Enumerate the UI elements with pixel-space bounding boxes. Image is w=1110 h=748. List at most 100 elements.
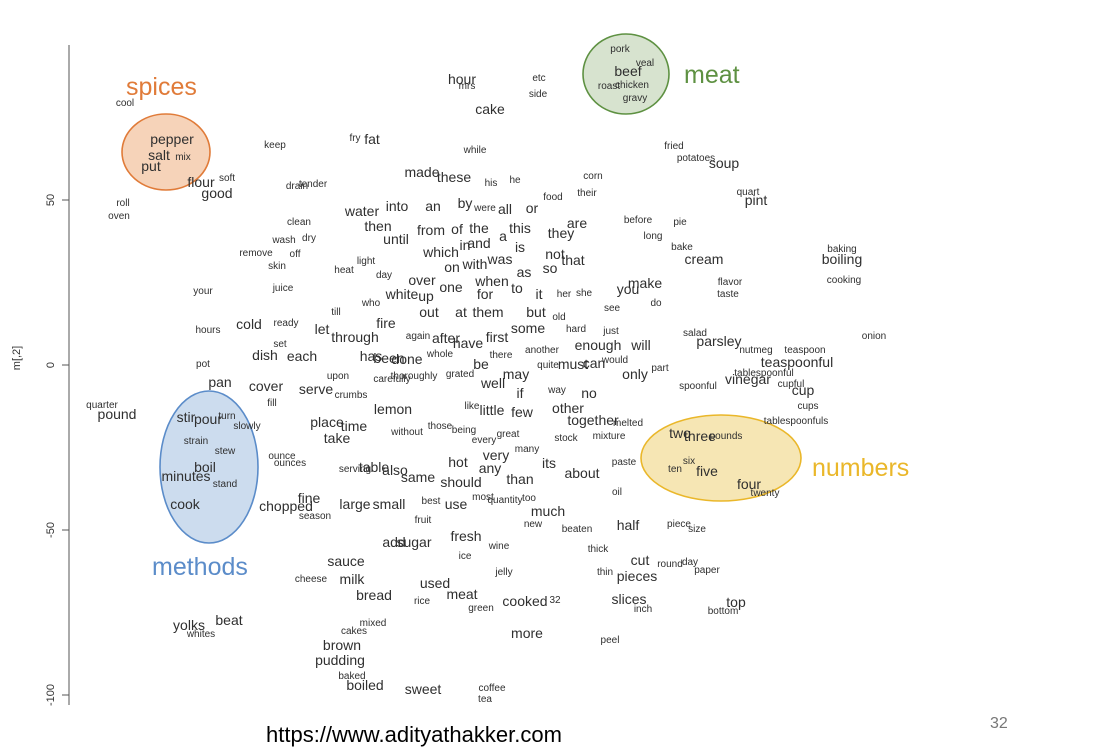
footer-url[interactable]: https://www.adityathakker.com (266, 722, 562, 747)
word-point-220: quantity (487, 495, 522, 506)
word-point-179: together (567, 412, 619, 428)
word-point-102: till (331, 307, 340, 318)
word-point-121: have (453, 335, 484, 351)
word-point-215: stand (213, 479, 237, 490)
word-point-268: whites (186, 629, 215, 640)
word-point-181: tablespoonfuls (764, 416, 829, 427)
word-point-38: oven (108, 211, 130, 222)
word-point-236: size (688, 524, 706, 535)
word-point-138: pot (196, 359, 210, 370)
word-point-239: sugar (396, 534, 431, 550)
word-point-5: cake (475, 101, 505, 117)
y-tick-label-minus-50: -50 (45, 522, 57, 538)
word-point-104: at (455, 304, 467, 320)
y-axis-label: m[,2] (11, 346, 23, 370)
word-point-72: skin (268, 261, 286, 272)
word-point-153: pan (208, 374, 231, 390)
word-point-274: boiled (346, 677, 383, 693)
word-point-19: while (463, 145, 487, 156)
word-point-14: mix (175, 152, 191, 163)
word-point-47: pie (673, 217, 687, 228)
word-point-172: cups (797, 401, 818, 412)
word-point-2: mrs (459, 81, 476, 92)
word-point-183: those (428, 421, 453, 432)
word-point-112: let (315, 321, 330, 337)
word-point-258: 32 (549, 595, 561, 606)
word-point-61: a (499, 228, 507, 244)
word-point-115: just (602, 326, 619, 337)
word-point-158: if (517, 385, 524, 401)
word-point-148: carefully (373, 374, 410, 385)
word-point-110: ready (273, 318, 298, 329)
word-point-6: pork (610, 44, 630, 55)
cluster-label-spices: spices (126, 73, 197, 101)
word-point-154: cover (249, 378, 284, 394)
word-point-67: off (290, 249, 301, 260)
word-point-89: your (193, 286, 213, 297)
word-point-54: they (548, 225, 574, 241)
word-point-59: and (467, 235, 490, 251)
word-point-216: four (737, 476, 761, 492)
word-point-82: over (408, 272, 436, 288)
word-point-28: made (404, 164, 439, 180)
word-point-177: place (310, 414, 344, 430)
word-point-80: day (376, 270, 392, 281)
word-point-263: bottom (708, 606, 739, 617)
word-point-64: bake (671, 242, 693, 253)
word-point-52: the (469, 220, 489, 236)
cluster-label-methods: methods (152, 553, 248, 581)
word-point-141: must (558, 356, 588, 372)
word-point-240: wine (488, 541, 510, 552)
word-point-124: will (630, 337, 650, 353)
word-point-41: an (425, 198, 441, 214)
word-point-7: veal (636, 58, 654, 69)
word-point-218: oil (612, 487, 622, 498)
word-point-131: has (360, 348, 383, 364)
word-point-253: used (420, 575, 450, 591)
word-point-228: use (445, 496, 468, 512)
word-point-30: his (485, 178, 498, 189)
word-point-114: hard (566, 324, 586, 335)
word-point-195: many (515, 444, 539, 455)
word-point-25: good (201, 185, 232, 201)
word-point-11: gravy (623, 93, 647, 104)
word-point-92: white (385, 286, 419, 302)
word-point-135: there (490, 350, 513, 361)
y-tick-label-0: 0 (45, 362, 57, 368)
word-point-176: slowly (233, 421, 260, 432)
word-point-185: great (497, 429, 520, 440)
word-point-66: remove (239, 248, 273, 259)
word-point-147: upon (327, 371, 349, 382)
word-point-204: serving (339, 464, 371, 475)
word-point-157: cupful (778, 379, 805, 390)
word-point-39: water (344, 203, 380, 219)
word-point-197: ounce (268, 451, 296, 462)
word-point-271: brown (323, 637, 361, 653)
cluster-label-meat: meat (684, 61, 740, 89)
word-point-27: tender (299, 179, 328, 190)
word-point-4: side (529, 89, 548, 100)
word-point-165: quarter (86, 400, 118, 411)
word-point-101: do (650, 298, 662, 309)
word-point-144: only (622, 366, 648, 382)
slide-number: 32 (990, 715, 1008, 732)
word-point-245: round (657, 559, 683, 570)
word-point-15: put (141, 158, 161, 174)
word-point-243: sauce (327, 553, 365, 569)
word-point-227: best (422, 496, 441, 507)
word-points: coolhourmrsetcsidecakeporkvealbeefroastc… (86, 44, 886, 705)
word-point-198: ounces (274, 458, 306, 469)
word-point-173: stir (177, 409, 196, 425)
word-point-206: also (382, 462, 408, 478)
word-point-8: beef (614, 63, 641, 79)
word-point-10: chicken (615, 80, 649, 91)
word-point-184: being (452, 425, 476, 436)
word-point-269: more (511, 625, 543, 641)
word-point-272: pudding (315, 652, 365, 668)
word-point-261: green (468, 603, 494, 614)
word-point-73: light (357, 256, 376, 267)
word-point-174: pour (194, 411, 222, 427)
word-point-81: as (517, 264, 532, 280)
word-point-43: were (473, 203, 496, 214)
word-point-270: peel (601, 635, 620, 646)
